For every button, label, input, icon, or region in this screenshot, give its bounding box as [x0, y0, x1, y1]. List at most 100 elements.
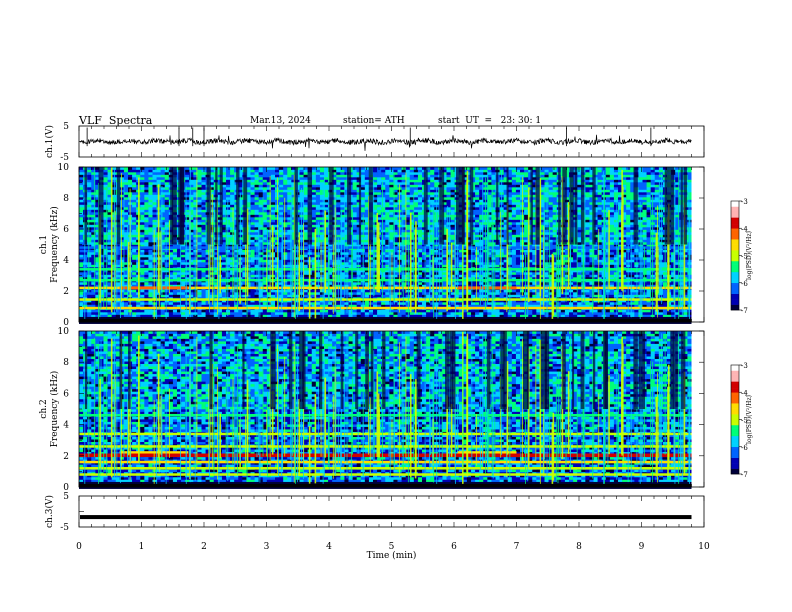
ch1-cell — [250, 242, 255, 245]
ch1-cell — [189, 314, 194, 318]
ch1-cell — [393, 314, 398, 318]
ch1-cell — [319, 309, 325, 313]
ch1-cell — [634, 312, 639, 315]
ch1-cell — [442, 302, 447, 305]
ch1-cell — [164, 304, 170, 308]
ch1-cell — [123, 304, 129, 308]
ch1-cell — [209, 304, 215, 308]
ch1-cell — [454, 309, 460, 313]
ch1-cell — [638, 292, 643, 295]
ch1-cell — [209, 257, 215, 260]
ch1-cell — [368, 294, 374, 298]
ch1-cell — [638, 272, 643, 275]
ch1-cell — [324, 309, 329, 313]
ch1-cell — [266, 304, 272, 308]
ch1-cell — [548, 242, 553, 245]
ch1-cell — [401, 257, 406, 260]
ch1-cell — [270, 289, 276, 293]
ch1-cell — [168, 304, 174, 308]
ch1-cell — [356, 274, 362, 278]
ch1-cell — [581, 314, 586, 318]
ch1-cell — [164, 282, 170, 285]
ch1-cell — [495, 309, 500, 313]
ch1-cell — [279, 304, 284, 308]
ch1-cell — [144, 259, 149, 263]
ch1-cell — [618, 304, 623, 308]
ch1-cell — [381, 264, 386, 268]
ch1-cell — [662, 289, 668, 293]
ch1-cell — [140, 249, 145, 253]
ch1-cell — [589, 257, 594, 260]
ch1-cell — [569, 264, 574, 268]
ch1-cell — [287, 309, 292, 313]
ch1-cell — [671, 309, 676, 313]
ch1-cell — [250, 289, 255, 293]
ch1-cell — [356, 314, 362, 318]
ch1-cell — [548, 304, 553, 308]
ch1-cell — [352, 292, 357, 295]
ch1-cell — [385, 314, 390, 318]
ch1-cell — [364, 302, 370, 305]
ch1-cell — [99, 314, 104, 318]
ch1-cell — [250, 252, 255, 255]
ch1-cell — [258, 242, 264, 245]
ch1-cell — [87, 259, 92, 263]
ch1-cell — [585, 252, 590, 255]
ch1-cell — [487, 304, 492, 308]
ch1-cell — [258, 309, 264, 313]
ch1-cell — [160, 304, 166, 308]
ch1-cell — [524, 309, 529, 313]
ch1-cell — [340, 314, 345, 318]
ch1-cell — [381, 262, 386, 265]
ch1-cell — [164, 312, 170, 315]
ch1-cell — [585, 304, 590, 308]
ch1-cell — [115, 292, 121, 295]
ch1-cell — [381, 312, 386, 315]
ch1-cell — [495, 294, 500, 298]
ch1-cell — [577, 294, 582, 298]
ch1-cell — [344, 314, 349, 318]
ch1-cell — [605, 309, 611, 313]
ch1-cell — [152, 264, 157, 268]
ch1-cell — [91, 292, 96, 295]
ch1-cell — [577, 259, 582, 263]
ch1-cell — [466, 312, 472, 315]
ch1-cell — [303, 282, 308, 285]
ch1-cell — [499, 312, 504, 315]
ch1-cell — [209, 262, 215, 265]
ch1-cell — [132, 312, 137, 315]
ch1-cell — [340, 274, 345, 278]
ch1-cell — [79, 272, 84, 275]
ch1-cell — [164, 314, 170, 318]
ch1-cell — [189, 309, 194, 313]
ch1-cell — [177, 302, 182, 305]
ch1-cell — [340, 312, 345, 315]
ch1-cell — [454, 314, 460, 318]
ch1-cell — [283, 257, 288, 260]
ch1-cell — [368, 314, 374, 318]
ch1-cell — [324, 304, 329, 308]
ch1-cell — [177, 304, 182, 308]
ch1-cell — [197, 249, 202, 253]
ch1-cell — [577, 309, 582, 313]
ch1-cell — [181, 249, 186, 253]
ch1-cell — [213, 314, 219, 318]
ch1-cell — [303, 294, 308, 298]
ch1-cell — [95, 312, 100, 315]
ch1-cell — [495, 262, 500, 265]
ch1-cell — [91, 314, 96, 318]
ch1-cell — [560, 312, 566, 315]
ch1-cell — [569, 254, 574, 258]
ch1-cell — [475, 259, 480, 263]
ch1-cell — [332, 314, 337, 318]
ch1-cell — [213, 312, 219, 315]
ch1-cell — [221, 259, 227, 263]
ch1-cell — [409, 304, 415, 308]
ch1-cell — [140, 314, 145, 318]
ch1-cell — [221, 304, 227, 308]
ch1-cell — [475, 254, 480, 258]
ch1-cell — [197, 312, 202, 315]
ch1-cell — [230, 259, 235, 263]
ch1-cell — [344, 309, 349, 313]
ch1-cell — [164, 302, 170, 305]
